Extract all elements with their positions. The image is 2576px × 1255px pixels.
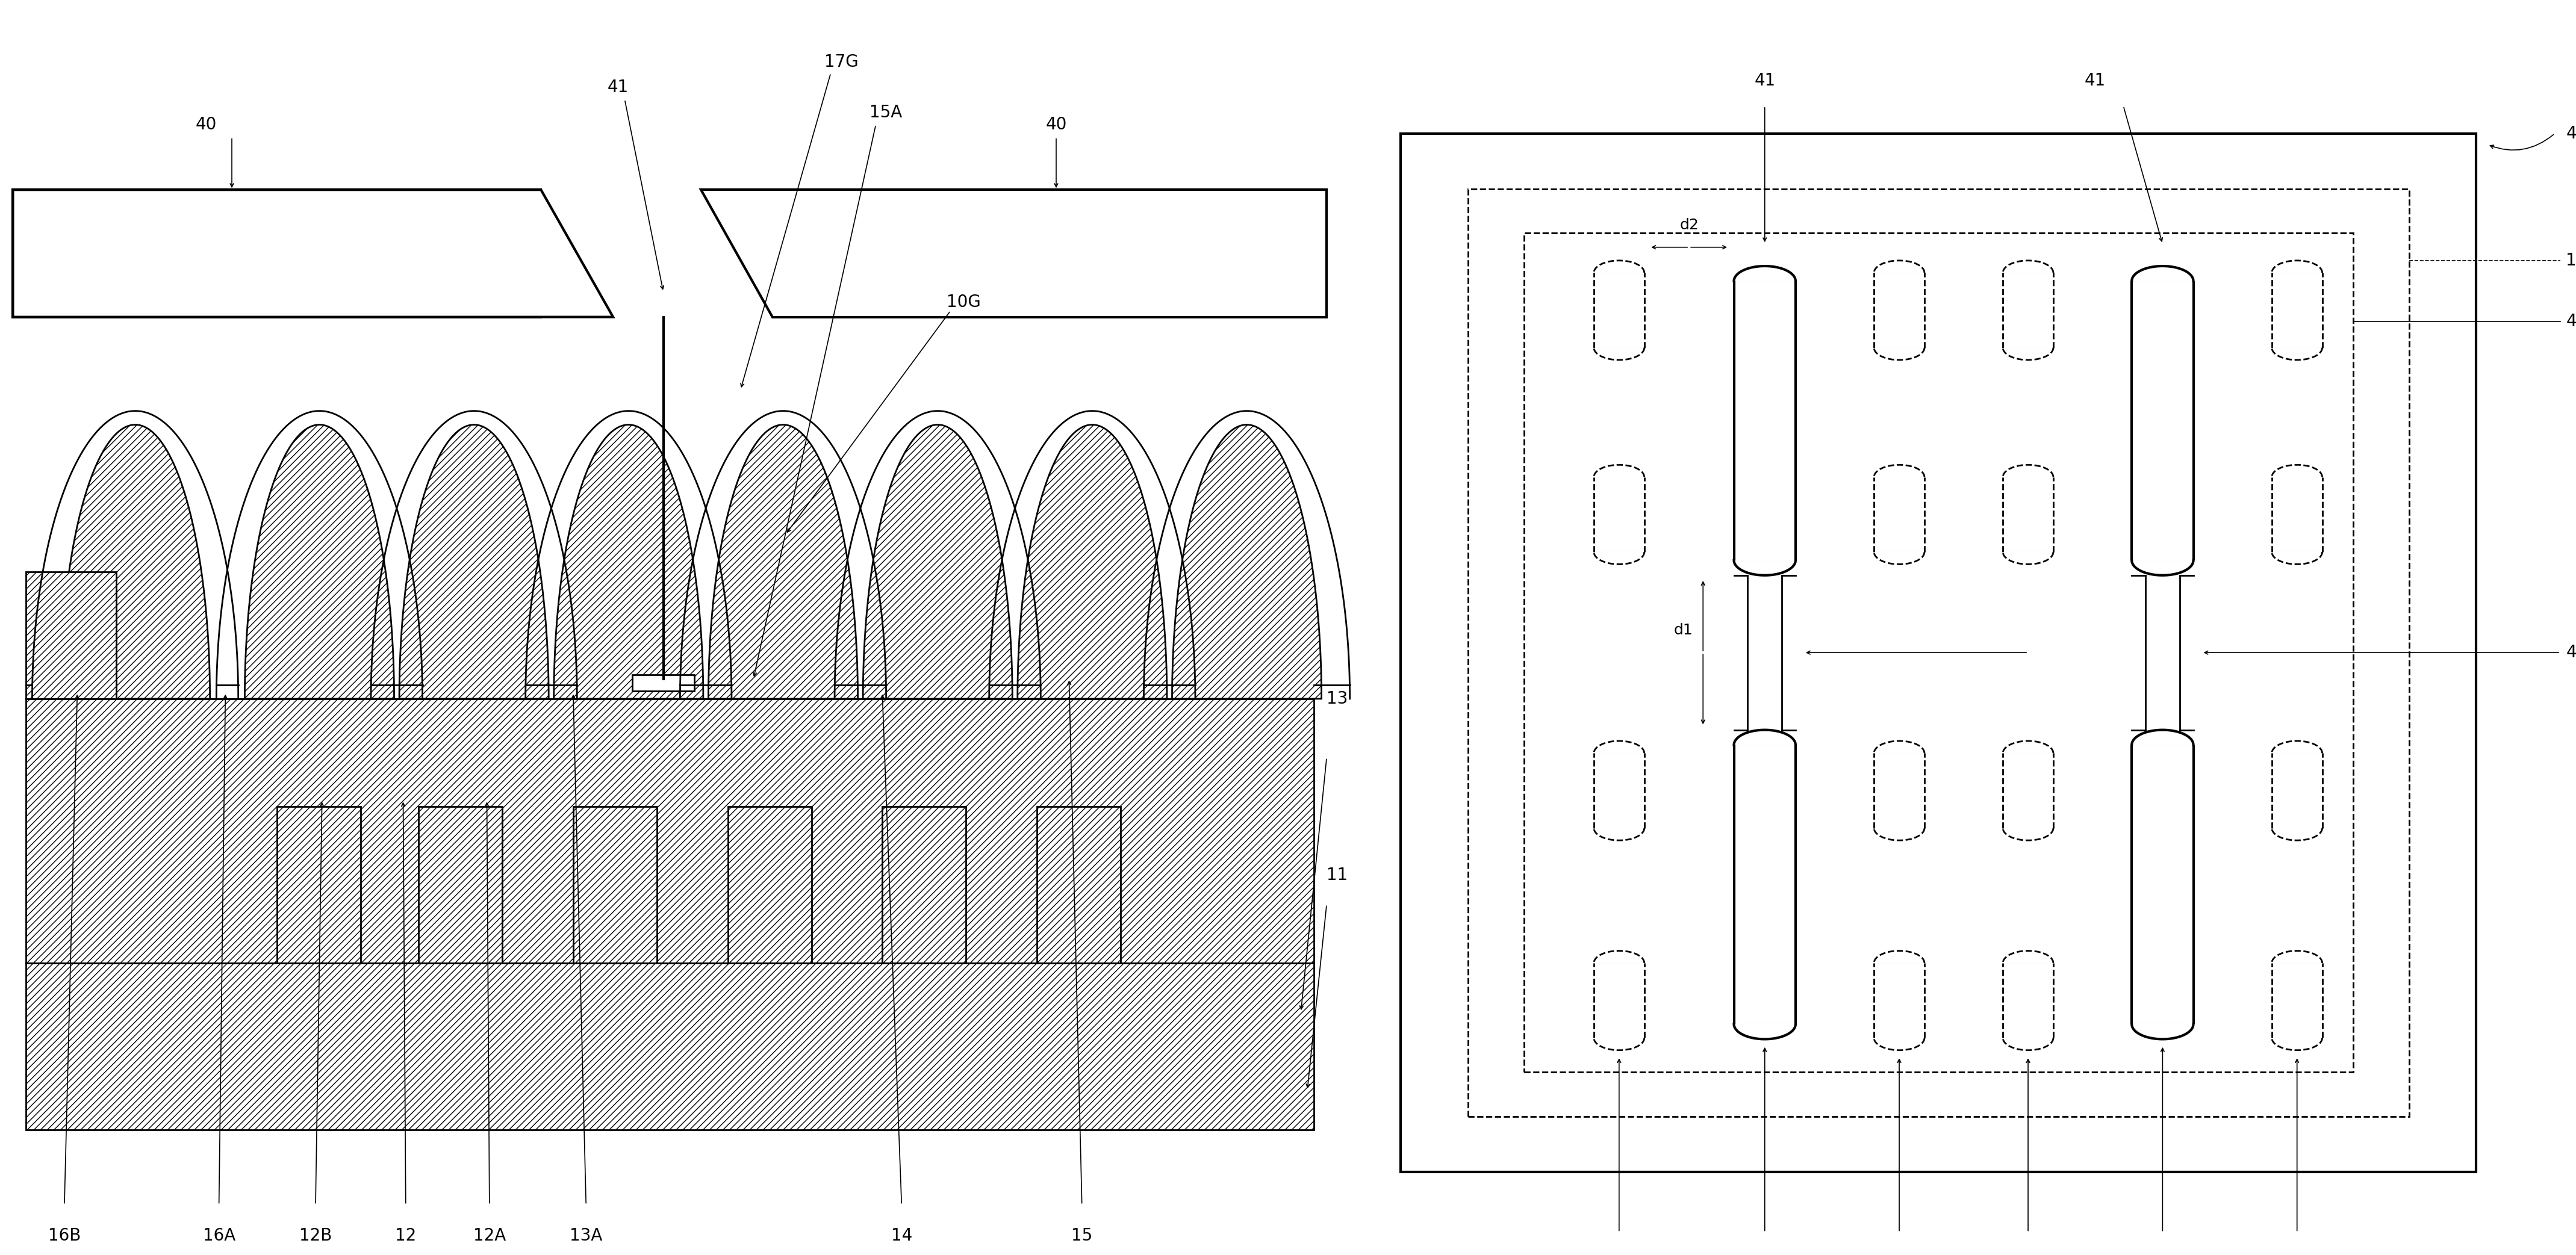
Text: 40: 40	[2566, 126, 2576, 142]
Text: 41: 41	[608, 79, 629, 95]
Polygon shape	[13, 190, 613, 318]
Text: d2: d2	[1680, 217, 1698, 232]
Polygon shape	[1172, 424, 1321, 699]
Polygon shape	[1018, 424, 1167, 699]
Text: 41: 41	[1754, 73, 1775, 89]
Text: 40: 40	[1046, 117, 1066, 133]
Text: 11: 11	[2566, 252, 2576, 269]
Text: 14: 14	[891, 1227, 912, 1244]
Text: 16A: 16A	[204, 1227, 234, 1244]
Text: 15A: 15A	[871, 104, 902, 120]
Text: 13A: 13A	[569, 1227, 603, 1244]
Bar	[1038, 807, 1121, 963]
Bar	[13, 190, 541, 318]
Text: 13: 13	[1327, 690, 1347, 708]
Bar	[420, 807, 502, 963]
Polygon shape	[399, 424, 549, 699]
Polygon shape	[708, 424, 858, 699]
Bar	[1401, 133, 2476, 1172]
Text: 17G: 17G	[824, 54, 858, 70]
Text: 41A: 41A	[2566, 644, 2576, 661]
Bar	[26, 571, 116, 699]
Polygon shape	[62, 424, 211, 699]
Polygon shape	[554, 424, 703, 699]
Text: d1: d1	[1674, 622, 1692, 638]
Text: 40A: 40A	[2566, 312, 2576, 330]
Bar	[729, 807, 811, 963]
Bar	[881, 807, 966, 963]
Text: 12: 12	[394, 1227, 417, 1244]
Text: 15: 15	[1072, 1227, 1092, 1244]
Text: 10G: 10G	[948, 294, 981, 311]
Text: 41: 41	[2084, 73, 2107, 89]
Text: 12B: 12B	[299, 1227, 332, 1244]
Bar	[572, 807, 657, 963]
Text: 16B: 16B	[49, 1227, 80, 1244]
Bar	[634, 675, 696, 692]
Polygon shape	[245, 424, 394, 699]
Polygon shape	[701, 190, 1327, 318]
Bar	[1468, 188, 2409, 1117]
Bar	[278, 807, 361, 963]
Text: 12A: 12A	[474, 1227, 505, 1244]
Polygon shape	[863, 424, 1012, 699]
Text: 11: 11	[1327, 866, 1347, 884]
Text: 40: 40	[196, 117, 216, 133]
Bar	[26, 963, 1314, 1130]
Bar	[1525, 233, 2352, 1072]
Bar	[26, 699, 1314, 963]
